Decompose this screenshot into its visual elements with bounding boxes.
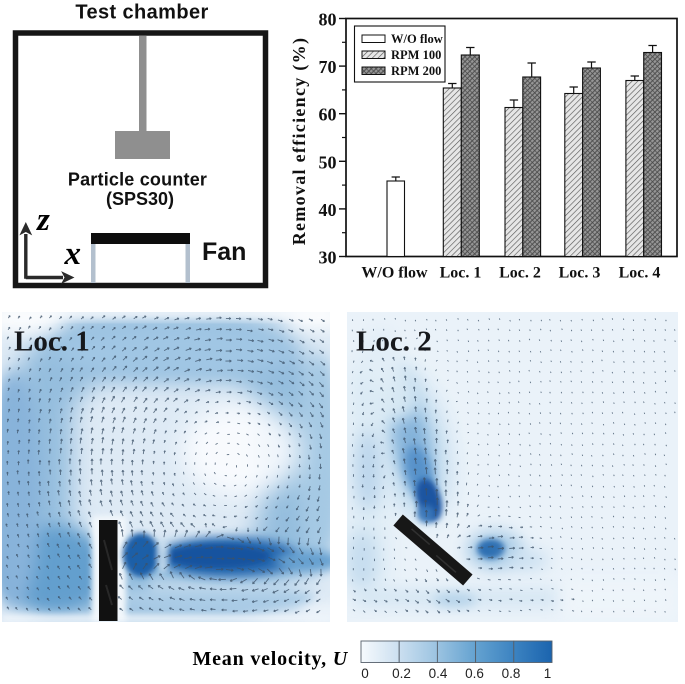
svg-text:Particle counter: Particle counter (68, 170, 207, 190)
svg-text:Loc. 4: Loc. 4 (619, 265, 661, 282)
svg-text:0.8: 0.8 (502, 666, 521, 681)
svg-text:Removal efficiency (%): Removal efficiency (%) (289, 37, 310, 246)
svg-text:RPM 200: RPM 200 (391, 64, 441, 78)
svg-text:60: 60 (319, 105, 337, 125)
svg-text:Loc. 3: Loc. 3 (559, 265, 601, 282)
svg-text:x: x (64, 236, 82, 272)
svg-text:W/O flow: W/O flow (391, 32, 443, 46)
svg-text:80: 80 (319, 10, 337, 30)
svg-text:Loc. 1: Loc. 1 (440, 265, 482, 282)
svg-text:Loc. 2: Loc. 2 (499, 265, 541, 282)
svg-text:Fan: Fan (202, 238, 246, 266)
svg-text:0: 0 (361, 666, 369, 681)
svg-text:(SPS30): (SPS30) (106, 189, 174, 209)
svg-text:50: 50 (319, 152, 337, 172)
svg-text:Loc. 1: Loc. 1 (14, 326, 90, 358)
svg-text:Loc. 2: Loc. 2 (356, 326, 432, 358)
svg-text:30: 30 (319, 248, 337, 268)
svg-text:W/O flow: W/O flow (361, 265, 428, 282)
svg-text:1: 1 (544, 666, 552, 681)
svg-text:RPM 100: RPM 100 (391, 48, 441, 62)
svg-text:Mean velocity, U: Mean velocity, U (192, 648, 348, 670)
svg-text:70: 70 (319, 57, 337, 77)
svg-text:40: 40 (319, 200, 337, 220)
svg-text:z: z (36, 202, 50, 238)
svg-text:0.2: 0.2 (392, 666, 411, 681)
svg-text:0.6: 0.6 (465, 666, 484, 681)
svg-text:Test chamber: Test chamber (75, 2, 208, 24)
svg-text:0.4: 0.4 (429, 666, 448, 681)
